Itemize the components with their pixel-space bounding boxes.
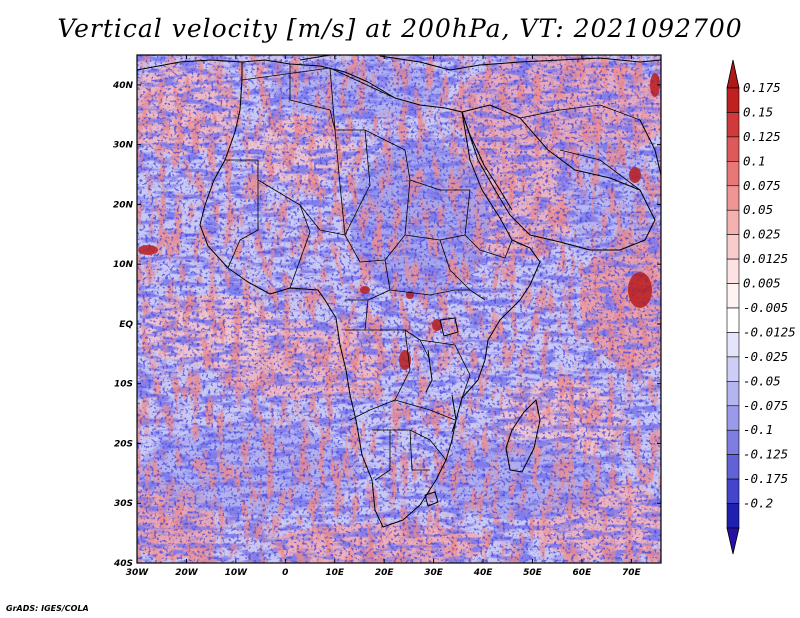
x-tick-label: 0 xyxy=(282,568,288,578)
country-borders xyxy=(225,64,641,481)
x-tick-label: 10W xyxy=(225,568,249,578)
colorbar-label: -0.005 xyxy=(743,300,788,315)
colorbar-swatch xyxy=(726,503,740,529)
credit-text: GrADS: IGES/COLA xyxy=(6,604,89,613)
colorbar-label: -0.075 xyxy=(743,398,788,413)
colorbar-swatch xyxy=(726,405,740,431)
x-tick-label: 30E xyxy=(424,568,444,578)
africa-coastline xyxy=(199,59,541,528)
lesotho xyxy=(424,491,439,507)
colorbar-swatch xyxy=(726,478,740,504)
colorbar-swatch xyxy=(726,429,740,455)
colorbar-label: 0.075 xyxy=(743,178,781,193)
x-tick-label: 70E xyxy=(622,568,642,578)
colorbar-swatch xyxy=(726,136,740,162)
colorbar-swatch xyxy=(726,332,740,358)
lake-tanganyika xyxy=(425,349,433,393)
india-coastline xyxy=(639,119,661,176)
colorbar-label: -0.025 xyxy=(743,349,788,364)
x-tick-label: 20W xyxy=(175,568,199,578)
colorbar-label: -0.0125 xyxy=(743,324,796,339)
colorbar-swatch xyxy=(726,307,740,333)
y-tick-label: 20S xyxy=(114,439,133,449)
y-tick-label: 20N xyxy=(113,200,134,210)
colorbar-label: 0.15 xyxy=(743,104,773,119)
colorbar-label: -0.175 xyxy=(743,471,788,486)
colorbar-label: 0.005 xyxy=(743,276,781,291)
madagascar-coastline xyxy=(505,399,541,473)
x-tick-label: 20E xyxy=(375,568,395,578)
y-tick-label: 10N xyxy=(113,260,134,270)
x-tick-label: 60E xyxy=(573,568,593,578)
red-sea xyxy=(461,111,513,211)
colorbar: 0.175 0.15 0.125 0.1 0.075 0.05 0.025 0.0125 0.0… xyxy=(726,59,796,555)
y-tick-label: EQ xyxy=(119,320,133,330)
arabia-coastline xyxy=(461,104,656,251)
y-tick-label: 30S xyxy=(114,499,133,509)
y-tick-label: 40S xyxy=(113,559,133,569)
plot-frame xyxy=(136,54,662,564)
colorbar-swatch xyxy=(726,258,740,284)
x-tick-label: 10E xyxy=(325,568,345,578)
colorbar-label: -0.125 xyxy=(743,447,788,462)
y-tick-label: 30N xyxy=(113,141,134,151)
europe-coastline xyxy=(137,55,661,71)
colorbar-label: 0.1 xyxy=(743,153,766,168)
colorbar-label: 0.025 xyxy=(743,227,781,242)
y-tick-label: 40N xyxy=(112,81,134,91)
x-tick-label: 50E xyxy=(523,568,543,578)
colorbar-swatch xyxy=(726,87,740,113)
colorbar-swatch xyxy=(726,185,740,211)
colorbar-bottom-arrow xyxy=(726,527,740,555)
colorbar-label: -0.1 xyxy=(743,422,773,437)
y-tick-label: 10S xyxy=(114,380,133,390)
colorbar-top-arrow xyxy=(726,59,740,89)
plot-title: Vertical velocity [m/s] at 200hPa, VT: 2… xyxy=(57,14,743,43)
x-tick-label: 40E xyxy=(473,568,494,578)
coastlines-and-borders xyxy=(137,55,661,528)
lake-malawi xyxy=(451,394,457,433)
colorbar-swatch xyxy=(726,209,740,235)
y-axis: 40N 30N 20N 10N EQ 10S 20S 30S 40S xyxy=(112,81,661,569)
colorbar-swatch xyxy=(726,161,740,187)
colorbar-label: 0.125 xyxy=(743,129,781,144)
colorbar-label: 0.0125 xyxy=(743,251,788,266)
x-tick-label: 30W xyxy=(126,568,150,578)
colorbar-swatch xyxy=(726,234,740,260)
x-axis: 30W 20W 10W 0 10E 20E 30E 40E 50E 60E 70E xyxy=(126,55,642,578)
colorbar-label: -0.05 xyxy=(743,373,781,388)
colorbar-swatch xyxy=(726,356,740,382)
colorbar-swatch xyxy=(726,454,740,480)
colorbar-swatch xyxy=(726,381,740,407)
vertical-velocity-field xyxy=(137,55,661,563)
colorbar-swatch xyxy=(726,112,740,138)
colorbar-label: 0.175 xyxy=(743,80,781,95)
colorbar-label: -0.2 xyxy=(743,496,773,511)
colorbar-label: 0.05 xyxy=(743,202,773,217)
lake-victoria xyxy=(439,317,459,337)
colorbar-swatch xyxy=(726,283,740,309)
